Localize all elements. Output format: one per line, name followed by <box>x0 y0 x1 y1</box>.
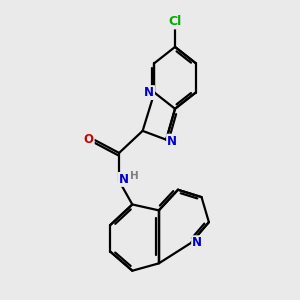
Text: N: N <box>118 173 128 186</box>
Text: N: N <box>144 86 154 99</box>
Text: Cl: Cl <box>168 15 182 28</box>
Text: H: H <box>130 171 139 181</box>
Text: O: O <box>84 133 94 146</box>
Text: N: N <box>167 135 177 148</box>
Text: N: N <box>192 236 202 249</box>
